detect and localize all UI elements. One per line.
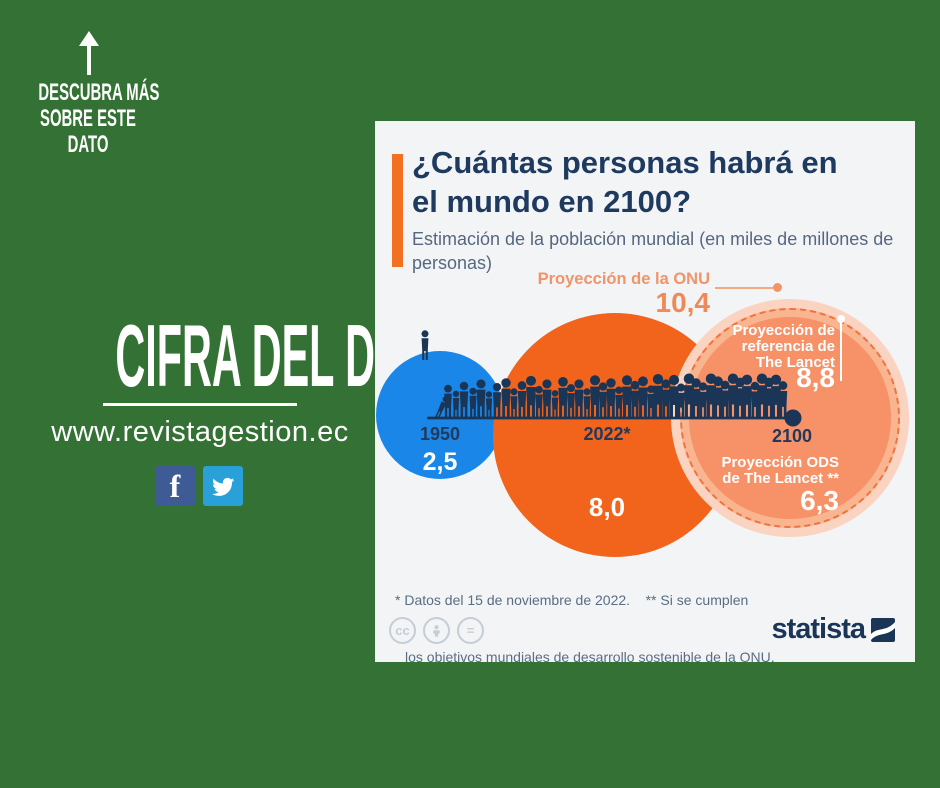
lancet-reference-value: 8,8 [796, 362, 835, 393]
footnote-line-2: los objetivos mundiales de desarrollo so… [405, 649, 775, 662]
statista-logo-icon[interactable] [871, 618, 895, 642]
up-arrow-icon [79, 31, 99, 46]
value-2022: 8,0 [588, 492, 626, 522]
discover-line-1: DESCUBRA MÁS [38, 79, 160, 106]
lancet-sdg-value: 6,3 [800, 485, 839, 516]
chart-title: ¿Cuántas personas habrá en el mundo en 2… [412, 143, 902, 221]
chart-title-line-2: el mundo en 2100? [412, 184, 692, 219]
value-1950: 2,5 [422, 448, 458, 476]
year-label-2100: 2100 [771, 426, 813, 446]
year-label-2022: 2022* [583, 424, 631, 444]
website-link[interactable]: www.revistagestion.ec [51, 416, 349, 448]
lancet-reference-connector-dot [837, 315, 845, 323]
discover-more-text: DESCUBRA MÁS SOBRE ESTE DATO [38, 79, 160, 158]
lancet-sdg-label: Proyección ODS de The Lancet ** [721, 454, 839, 487]
un-projection-connector-line [715, 287, 773, 289]
footnotes: * Datos del 15 de noviembre de 2022. ** … [395, 553, 855, 662]
attribution-icon[interactable] [423, 617, 450, 644]
timeline-end-dot [784, 409, 802, 427]
un-projection-connector-dot [773, 283, 782, 292]
discover-line-3: DATO [67, 131, 109, 158]
footnote-line-1: * Datos del 15 de noviembre de 2022. ** … [395, 592, 749, 608]
discover-line-2: SOBRE ESTE [40, 105, 136, 132]
up-arrow-line [87, 45, 91, 75]
facebook-icon[interactable]: f [155, 466, 195, 506]
no-derivatives-icon[interactable]: = [457, 617, 484, 644]
un-projection-value: 10,4 [655, 287, 711, 318]
statista-wordmark[interactable]: statista [771, 613, 866, 645]
statista-chart-card: ¿Cuántas personas habrá en el mundo en 2… [375, 121, 915, 662]
un-projection-label: Proyección de la ONU [537, 270, 710, 288]
lancet-reference-connector-line [840, 322, 842, 381]
crowd-illustration [421, 330, 802, 427]
timeline-axis [427, 416, 793, 420]
cc-license-icon[interactable]: cc [389, 617, 416, 644]
headline-underline [103, 403, 297, 406]
twitter-bird-icon [211, 477, 235, 496]
page-title: CIFRA DEL DÍA [115, 306, 417, 405]
license-icons: cc = [389, 617, 484, 644]
twitter-icon[interactable] [203, 466, 243, 506]
year-label-1950: 1950 [419, 424, 461, 444]
title-accent-bar [392, 154, 403, 267]
lancet-reference-label: Proyección de referencia de The Lancet [732, 322, 835, 371]
chart-title-line-1: ¿Cuántas personas habrá en [412, 145, 838, 180]
chart-subtitle: Estimación de la población mundial (en m… [412, 229, 894, 273]
